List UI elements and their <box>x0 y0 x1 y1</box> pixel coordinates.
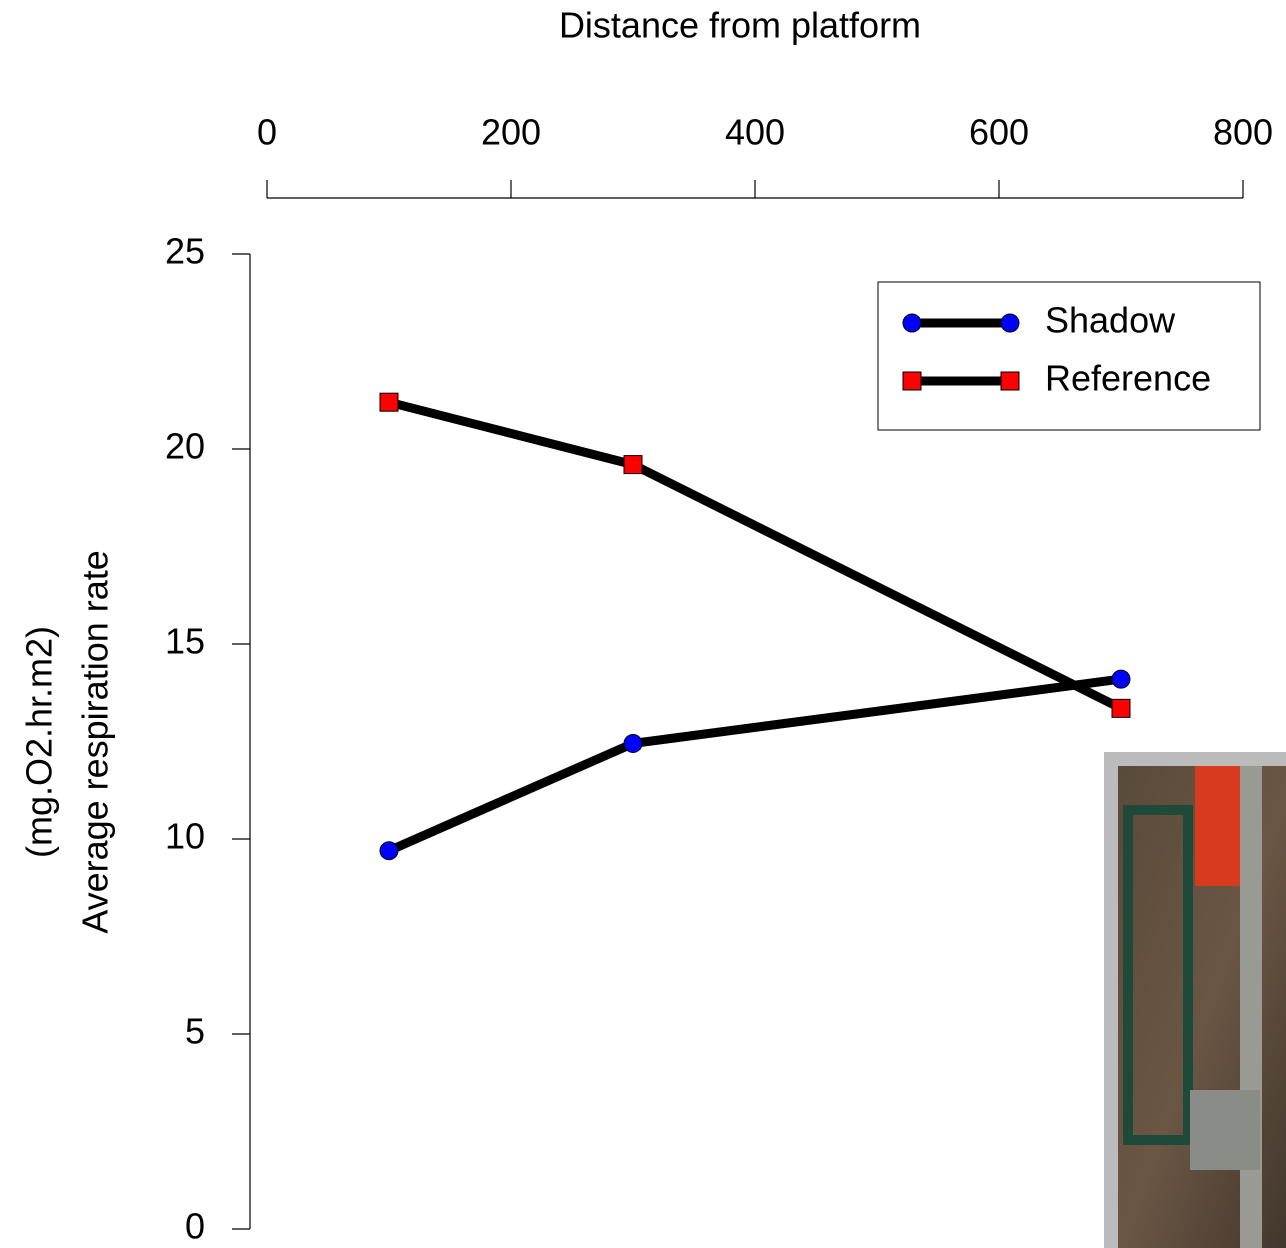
legend-marker <box>1000 371 1020 391</box>
y-tick-label: 25 <box>165 231 205 272</box>
legend-label: Reference <box>1045 358 1211 399</box>
photo-inset <box>1104 752 1286 1248</box>
x-tick-label: 600 <box>969 112 1029 153</box>
x-tick-label: 400 <box>725 112 785 153</box>
legend-marker <box>902 313 922 333</box>
data-point <box>379 392 399 412</box>
y-axis-unit: (mg.O2.hr.m2) <box>19 626 60 858</box>
legend-marker <box>1000 313 1020 333</box>
legend-label: Shadow <box>1045 300 1176 341</box>
data-point <box>1111 698 1131 718</box>
y-tick-label: 5 <box>185 1011 205 1052</box>
series-line <box>387 674 1122 855</box>
legend-box <box>877 281 1261 431</box>
x-tick-label: 200 <box>481 112 541 153</box>
series-line <box>387 397 1124 713</box>
legend: Shadow Reference <box>877 281 1261 431</box>
x-tick-label: 0 <box>257 112 277 153</box>
y-tick-label: 15 <box>165 621 205 662</box>
y-tick-label: 10 <box>165 816 205 857</box>
y-tick-label: 0 <box>185 1206 205 1247</box>
legend-marker <box>902 371 922 391</box>
y-tick-label: 20 <box>165 426 205 467</box>
data-point <box>379 841 399 861</box>
photo-detail <box>1190 1090 1260 1170</box>
data-point <box>623 733 643 753</box>
data-point <box>623 455 643 475</box>
photo-detail <box>1123 805 1193 1145</box>
data-point <box>1111 669 1131 689</box>
x-tick-label: 800 <box>1213 112 1273 153</box>
x-axis-label: Distance from platform <box>559 5 921 46</box>
y-axis-label: Average respiration rate <box>75 550 116 934</box>
photo-detail <box>1240 766 1262 1248</box>
